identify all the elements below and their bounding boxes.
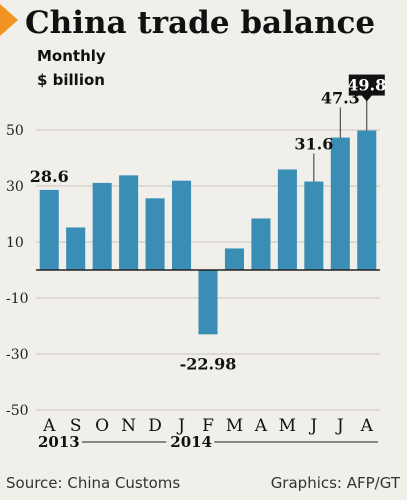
bar xyxy=(66,227,86,270)
x-category-label: A xyxy=(360,416,374,436)
bar xyxy=(224,248,244,270)
y-tick-label: 30 xyxy=(6,179,24,195)
data-label: -22.98 xyxy=(180,354,237,373)
source-label: Source: China Customs xyxy=(6,474,180,492)
y-tick-label: 10 xyxy=(6,235,24,251)
bar xyxy=(251,218,271,270)
bar xyxy=(39,189,59,270)
year-label: 2014 xyxy=(170,433,212,451)
x-category-label: F xyxy=(202,416,214,436)
value-label-box xyxy=(348,74,385,96)
y-tick-label: -30 xyxy=(6,347,29,363)
title-accent-triangle xyxy=(0,4,18,36)
year-label: 2013 xyxy=(38,433,80,451)
bar xyxy=(330,137,350,270)
x-category-label: M xyxy=(279,416,296,436)
bar xyxy=(277,169,297,270)
credit-label: Graphics: AFP/GT xyxy=(271,474,401,492)
x-category-label: A xyxy=(42,416,56,436)
x-category-label: S xyxy=(70,416,82,436)
x-category-label: J xyxy=(335,416,344,436)
x-category-label: J xyxy=(308,416,317,436)
bar xyxy=(357,130,377,270)
chart-subtitle: Monthly xyxy=(37,47,106,65)
chart-title: China trade balance xyxy=(25,5,375,41)
x-category-label: M xyxy=(226,416,243,436)
data-label: 31.6 xyxy=(294,135,333,154)
y-tick-label: -50 xyxy=(6,403,29,419)
bar xyxy=(172,180,192,270)
x-category-label: J xyxy=(176,416,185,436)
x-category-label: N xyxy=(121,416,136,436)
bar xyxy=(198,270,218,335)
value-label-pointer xyxy=(361,95,372,102)
y-tick-label: 50 xyxy=(6,123,24,139)
unit-label: $ billion xyxy=(37,71,105,89)
y-tick-label: -10 xyxy=(6,291,29,307)
x-category-label: A xyxy=(254,416,268,436)
x-category-label: D xyxy=(148,416,162,436)
bar xyxy=(304,181,324,270)
data-label: 49.8 xyxy=(347,76,386,95)
data-label: 28.6 xyxy=(30,167,69,186)
bar xyxy=(119,175,139,270)
bar xyxy=(92,182,112,270)
bar xyxy=(145,198,165,270)
x-category-label: O xyxy=(95,416,109,436)
